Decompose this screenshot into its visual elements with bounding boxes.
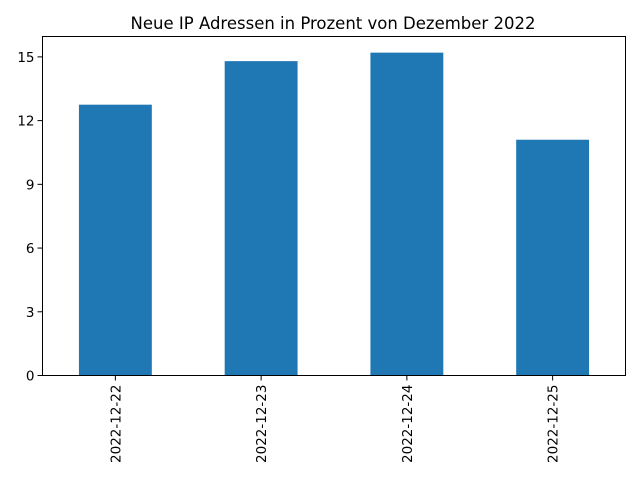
bar-2022-12-25 xyxy=(516,139,590,376)
y-tick-label: 9 xyxy=(26,177,35,193)
bars-layer xyxy=(78,52,590,376)
x-tick-label: 2022-12-23 xyxy=(254,385,270,463)
y-tick-label: 0 xyxy=(26,369,35,385)
y-tick-label: 6 xyxy=(26,241,35,257)
y-axis: 0 3 6 9 12 15 xyxy=(17,50,43,385)
x-axis: 2022-12-22 2022-12-23 2022-12-24 2022-12-25 xyxy=(108,375,562,463)
y-tick-label: 12 xyxy=(17,114,34,130)
bar-2022-12-22 xyxy=(78,104,152,376)
chart-title: Neue IP Adressen in Prozent von Dezember… xyxy=(131,14,536,33)
plot-frame xyxy=(42,36,626,376)
y-tick-label: 15 xyxy=(17,50,34,66)
bar-2022-12-24 xyxy=(370,52,444,376)
x-tick-label: 2022-12-24 xyxy=(400,385,416,463)
x-tick-label: 2022-12-25 xyxy=(546,385,562,463)
x-tick-label: 2022-12-22 xyxy=(108,385,124,463)
y-tick-label: 3 xyxy=(26,305,35,321)
bar-2022-12-23 xyxy=(224,61,298,376)
